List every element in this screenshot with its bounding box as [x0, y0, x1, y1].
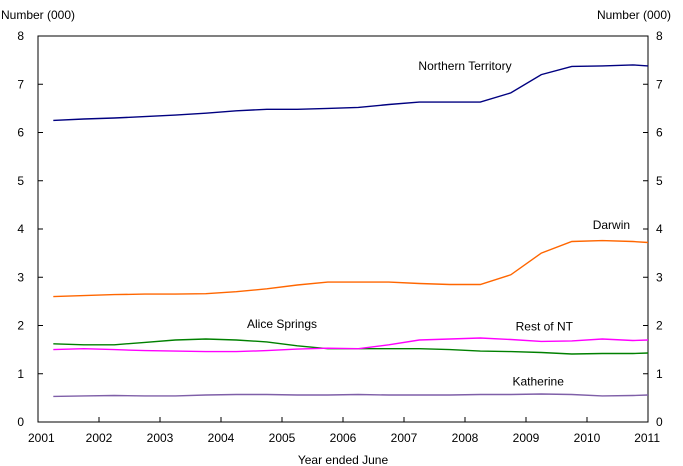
- series-annotation: Rest of NT: [516, 319, 574, 333]
- x-tick-label: 2004: [208, 431, 235, 445]
- x-axis-title: Year ended June: [298, 453, 389, 466]
- y-tick-label-left: 6: [17, 126, 24, 140]
- axes: 0 0 1 1 2 2 3 3 4 4 5 5 6 6 7 7 8 8 2001 2002 2003 2004 2005 20…: [17, 29, 663, 445]
- series-annotation: Northern Territory: [418, 59, 511, 73]
- x-tick-label: 2003: [147, 431, 174, 445]
- x-tick-label: 2008: [452, 431, 479, 445]
- annotation-layer: Northern Territory Darwin Alice Springs Res…: [247, 59, 630, 389]
- x-tick-label: 2002: [86, 431, 113, 445]
- y-tick-label-left: 0: [17, 415, 24, 429]
- y-tick-label-right: 3: [656, 270, 663, 284]
- y-tick-label-left: 2: [17, 319, 24, 333]
- y-tick-label-left: 5: [17, 174, 24, 188]
- y-tick-label-right: 4: [656, 222, 663, 236]
- series-annotation: Darwin: [593, 218, 630, 232]
- series-annotation: Katherine: [513, 374, 565, 388]
- left-axis-title: Number (000): [1, 8, 75, 22]
- y-tick-label-right: 5: [656, 174, 663, 188]
- y-tick-label-right: 2: [656, 319, 663, 333]
- x-tick-label: 2005: [269, 431, 296, 445]
- x-tick-label: 2006: [330, 431, 357, 445]
- y-tick-label-right: 1: [656, 367, 663, 381]
- y-tick-label-left: 7: [17, 77, 24, 91]
- y-tick-label-left: 4: [17, 222, 24, 236]
- series-line-katherine: [53, 393, 649, 398]
- series-line-darwin: [53, 239, 649, 298]
- x-tick-label: 2011: [634, 431, 660, 445]
- y-tick-label-right: 7: [656, 77, 663, 91]
- y-tick-label-left: 3: [17, 270, 24, 284]
- x-tick-label: 2001: [28, 431, 55, 445]
- y-tick-label-right: 8: [656, 29, 663, 43]
- series-layer: [53, 64, 649, 398]
- series-annotation: Alice Springs: [247, 317, 317, 331]
- right-axis-title: Number (000): [597, 8, 671, 22]
- y-tick-label-right: 0: [656, 415, 663, 429]
- y-tick-label-left: 8: [17, 29, 24, 43]
- x-tick-label: 2009: [513, 431, 540, 445]
- series-line-rest-of-nt: [53, 337, 649, 353]
- plot-frame: [37, 35, 649, 423]
- series-line-northern-territory: [53, 64, 649, 122]
- x-tick-label: 2007: [391, 431, 418, 445]
- y-tick-label-right: 6: [656, 126, 663, 140]
- y-tick-label-left: 1: [17, 367, 24, 381]
- x-tick-label: 2010: [574, 431, 601, 445]
